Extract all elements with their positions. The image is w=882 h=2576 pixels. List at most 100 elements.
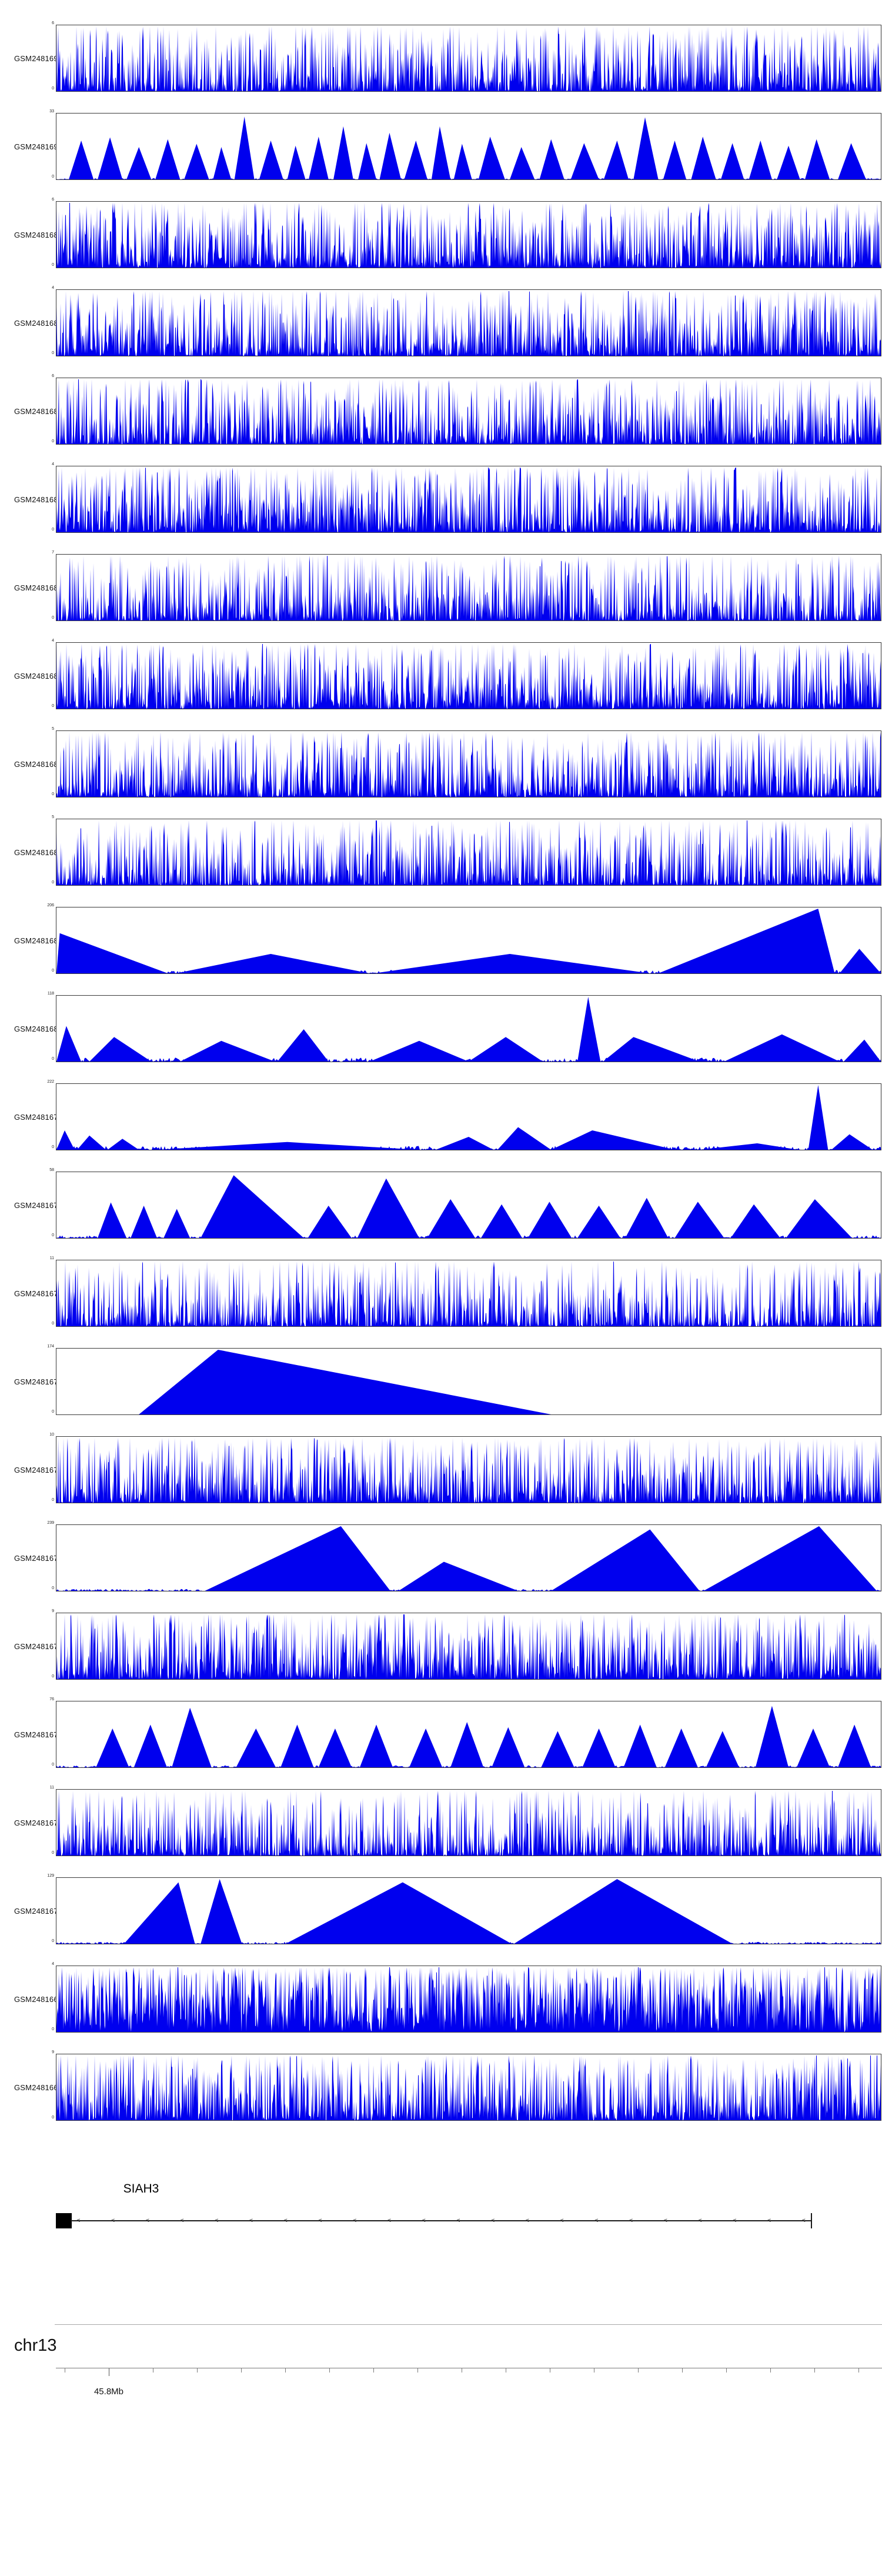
signal-area xyxy=(56,203,881,268)
track-ymin-label: 0 xyxy=(52,1322,54,1326)
track-sample-label: GSM2481687 xyxy=(14,407,63,416)
track-sample-label: GSM2481688 xyxy=(14,319,63,328)
track-signal-plot[interactable] xyxy=(56,642,881,709)
coordinate-ruler[interactable]: 45.8Mb xyxy=(56,2368,882,2409)
track-signal-plot[interactable] xyxy=(56,819,881,886)
track-signal-plot[interactable] xyxy=(56,1524,881,1591)
signal-area xyxy=(56,2056,881,2120)
strand-arrow-icon: < xyxy=(283,2217,288,2224)
strand-arrow-icon: < xyxy=(352,2217,357,2224)
track-sample-label: GSM2481669 xyxy=(14,1995,63,2004)
track-signal-plot[interactable] xyxy=(56,113,881,180)
track-ymin-label: 0 xyxy=(52,1233,54,1237)
track-ymin-label: 0 xyxy=(52,1057,54,1061)
track-signal-plot[interactable] xyxy=(56,1260,881,1327)
track-ymax-label: 76 xyxy=(49,1697,54,1701)
track-sample-label: GSM2481671 xyxy=(14,1818,63,1827)
ruler-tick xyxy=(814,2368,815,2373)
track-signal-plot[interactable] xyxy=(56,2054,881,2121)
track-sample-label: GSM2481675 xyxy=(14,1466,63,1474)
track-row: GSM2481683 5 0 xyxy=(0,721,882,809)
track-signal-plot[interactable] xyxy=(56,1348,881,1415)
track-row: GSM2481678 58 0 xyxy=(0,1162,882,1250)
track-ymax-label: 4 xyxy=(52,462,54,466)
track-row: GSM2481685 7 0 xyxy=(0,545,882,633)
track-signal-plot[interactable] xyxy=(56,466,881,533)
track-ymin-label: 0 xyxy=(52,880,54,885)
track-ymin-label: 0 xyxy=(52,2115,54,2120)
strand-arrow-icon: < xyxy=(560,2217,564,2224)
ruler-tick xyxy=(726,2368,727,2373)
track-sample-label: GSM2481677 xyxy=(14,1289,63,1298)
track-sample-label: GSM2481681 xyxy=(14,936,63,945)
signal-area xyxy=(56,1175,881,1238)
ruler-tick xyxy=(285,2368,286,2373)
track-ymax-label: 129 xyxy=(47,1874,54,1878)
track-signal-plot[interactable] xyxy=(56,730,881,798)
track-signal-plot[interactable] xyxy=(56,995,881,1062)
track-ymax-label: 5 xyxy=(52,815,54,819)
track-sample-label: GSM2481683 xyxy=(14,760,63,769)
track-ymax-label: 174 xyxy=(47,1344,54,1349)
track-signal-plot[interactable] xyxy=(56,1613,881,1680)
ruler-ticks xyxy=(56,2368,882,2378)
track-ymax-label: 7 xyxy=(52,550,54,555)
track-signal-plot[interactable] xyxy=(56,1701,881,1768)
gene-exon-box xyxy=(56,2213,72,2228)
track-ymax-label: 206 xyxy=(47,903,54,907)
strand-arrow-icon: < xyxy=(767,2217,771,2224)
signal-area xyxy=(56,1262,881,1326)
track-ymin-label: 0 xyxy=(52,86,54,91)
track-sample-label: GSM2481674 xyxy=(14,1554,63,1563)
signal-area xyxy=(56,820,881,885)
ruler-tick xyxy=(770,2368,771,2373)
track-ymin-label: 0 xyxy=(52,1939,54,1943)
signal-area xyxy=(56,1791,881,1856)
track-row: GSM2481690 33 0 xyxy=(0,104,882,192)
track-ymin-label: 0 xyxy=(52,351,54,355)
track-sample-label: GSM2481680 xyxy=(14,1025,63,1033)
track-row: GSM2481668 9 0 xyxy=(0,2044,882,2133)
track-row: GSM2481691 6 0 xyxy=(0,15,882,104)
track-signal-plot[interactable] xyxy=(56,1877,881,1944)
track-signal-plot[interactable] xyxy=(56,1083,881,1150)
track-ymin-label: 0 xyxy=(52,263,54,267)
track-row: GSM2481669 4 0 xyxy=(0,1956,882,2044)
track-signal-plot[interactable] xyxy=(56,1789,881,1856)
strand-arrow-icon: < xyxy=(145,2217,149,2224)
track-ymax-label: 6 xyxy=(52,374,54,378)
track-signal-plot[interactable] xyxy=(56,1436,881,1503)
ruler-tick xyxy=(197,2368,198,2373)
track-row: GSM2481689 6 0 xyxy=(0,192,882,280)
track-signal-plot[interactable] xyxy=(56,289,881,356)
track-sample-label: GSM2481679 xyxy=(14,1113,63,1122)
strand-arrow-icon: < xyxy=(732,2217,737,2224)
signal-area xyxy=(56,26,881,91)
track-ymax-label: 4 xyxy=(52,639,54,643)
track-ymin-label: 0 xyxy=(52,1410,54,1414)
track-signal-plot[interactable] xyxy=(56,1966,881,2033)
coverage-tracks: GSM2481691 6 0 GSM2481690 33 0 GSM2481689 6 0 GSM… xyxy=(0,15,882,2133)
track-row: GSM2481670 129 0 xyxy=(0,1868,882,1956)
track-ymax-label: 33 xyxy=(49,109,54,114)
signal-area xyxy=(56,1438,881,1503)
track-signal-plot[interactable] xyxy=(56,201,881,268)
track-signal-plot[interactable] xyxy=(56,378,881,445)
track-signal-plot[interactable] xyxy=(56,25,881,92)
track-row: GSM2481676 174 0 xyxy=(0,1339,882,1427)
track-sample-label: GSM2481684 xyxy=(14,672,63,680)
track-ymin-label: 0 xyxy=(52,1145,54,1149)
track-signal-plot[interactable] xyxy=(56,907,881,974)
track-signal-plot[interactable] xyxy=(56,1172,881,1239)
track-row: GSM2481674 239 0 xyxy=(0,1515,882,1603)
track-ymin-label: 0 xyxy=(52,2027,54,2031)
chromosome-label: chr13 xyxy=(14,2336,57,2355)
track-ymax-label: 6 xyxy=(52,198,54,202)
track-sample-label: GSM2481670 xyxy=(14,1907,63,1916)
gene-name-label: SIAH3 xyxy=(123,2182,159,2195)
strand-arrow-icon: < xyxy=(456,2217,460,2224)
track-ymin-label: 0 xyxy=(52,1851,54,1855)
track-signal-plot[interactable] xyxy=(56,554,881,621)
strand-arrow-icon: < xyxy=(663,2217,667,2224)
